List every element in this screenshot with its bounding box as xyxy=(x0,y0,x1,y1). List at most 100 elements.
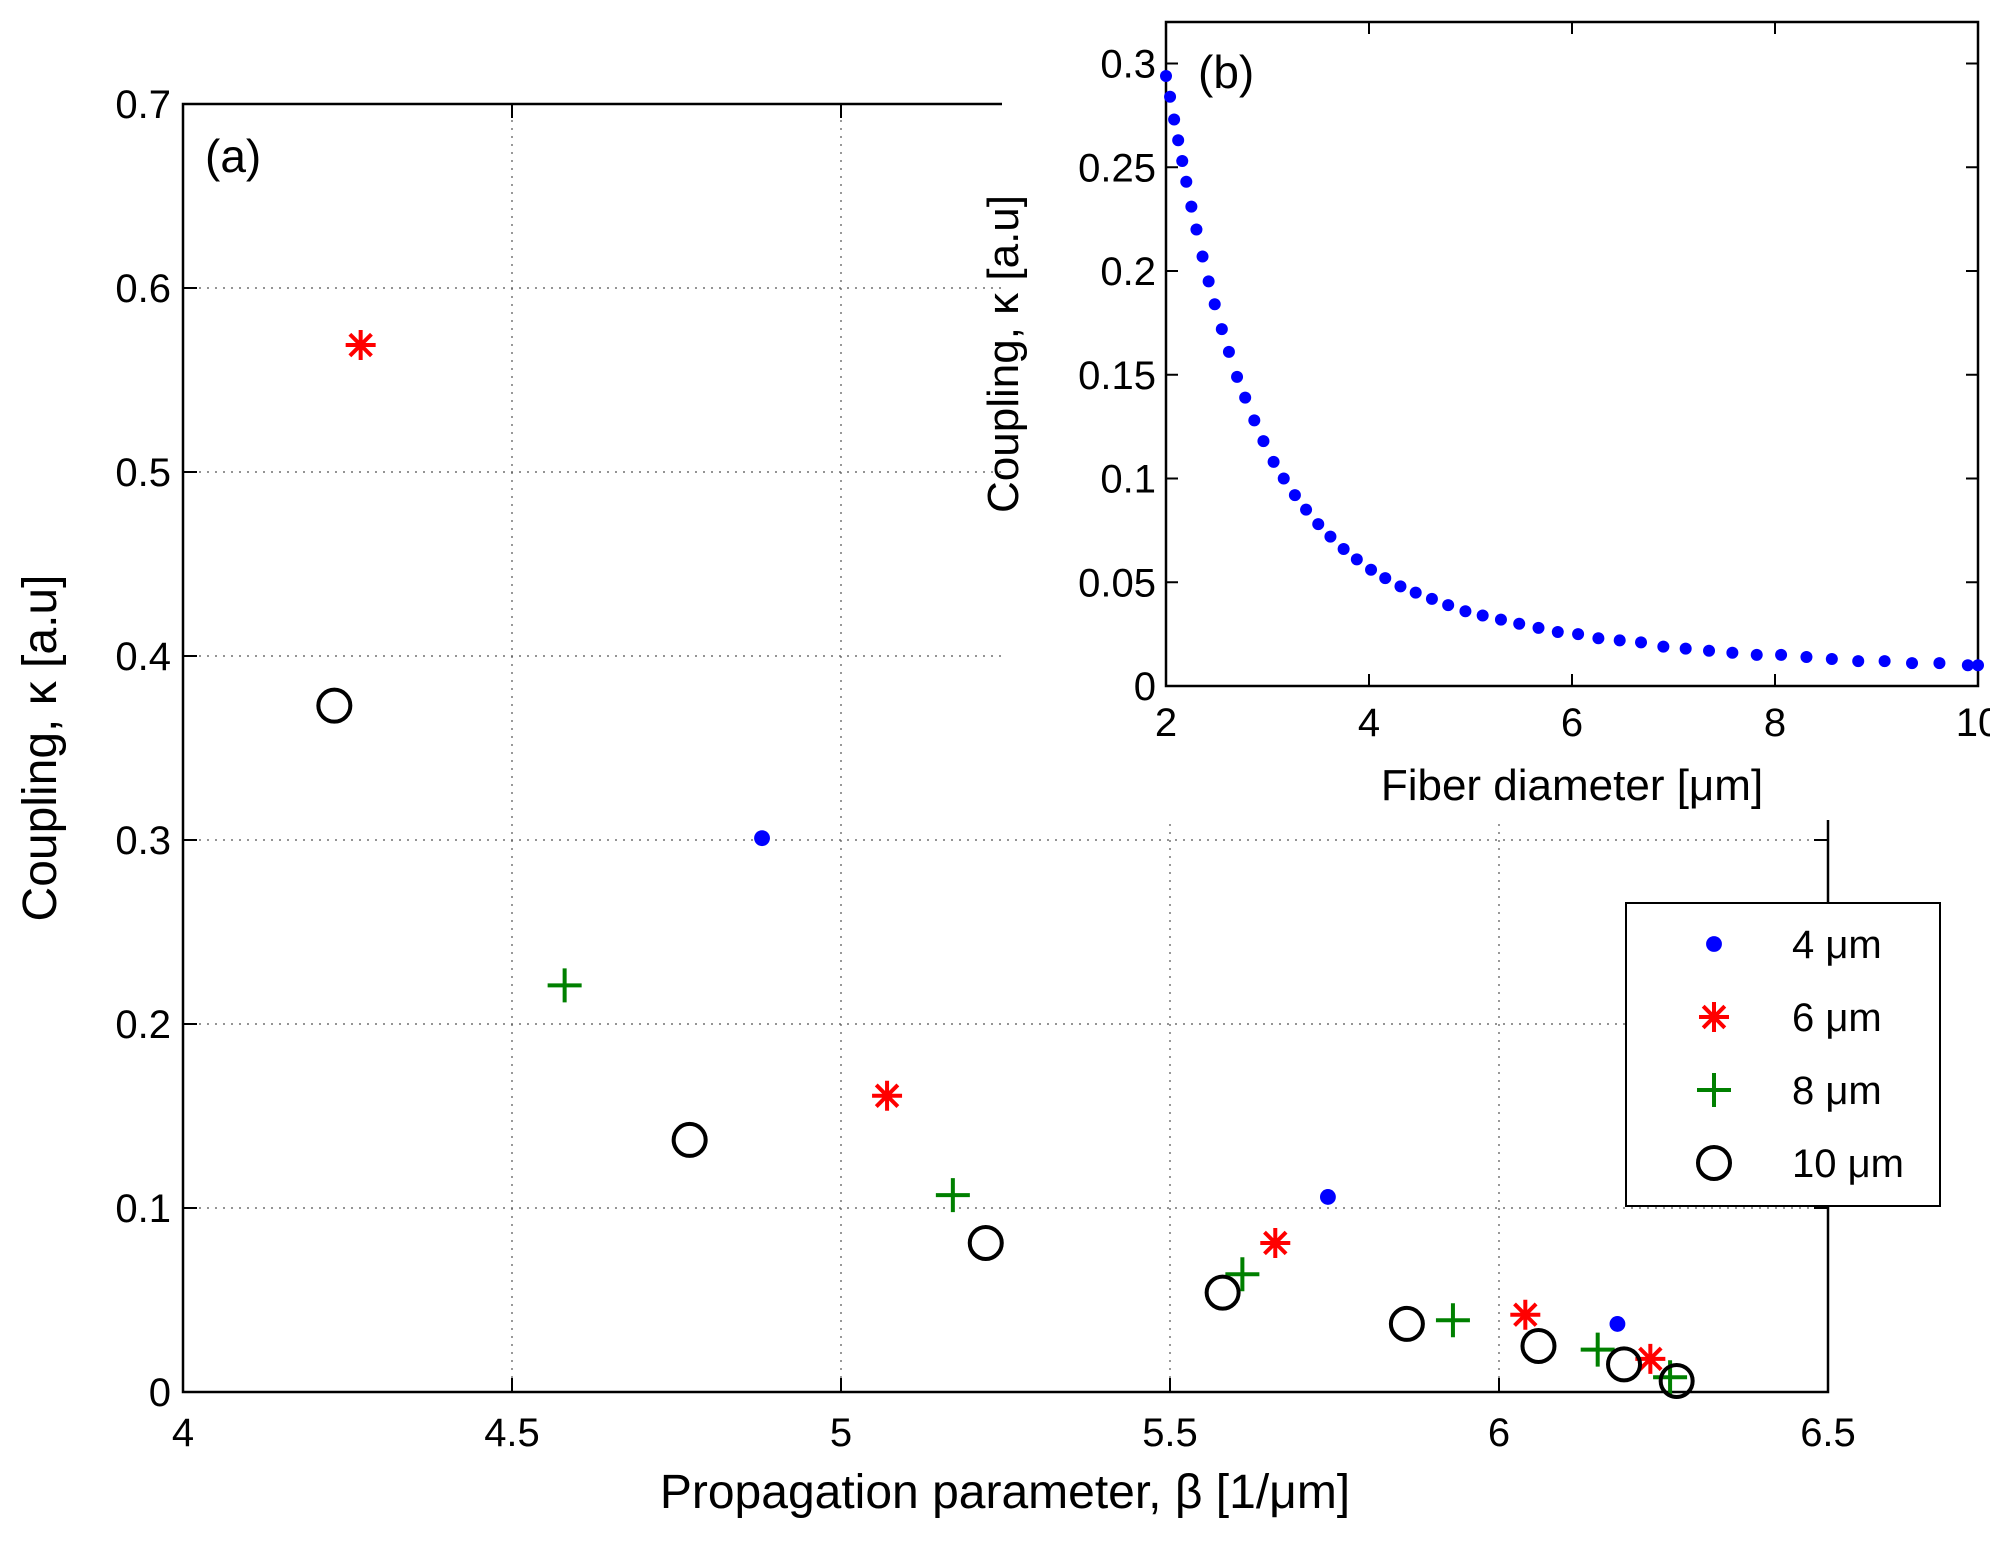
inset-point xyxy=(1476,609,1489,622)
legend-marker-dot xyxy=(1706,936,1722,952)
inset-point xyxy=(1494,613,1507,626)
main-point-circle-shape xyxy=(1606,1346,1643,1383)
legend-marker-plus xyxy=(1697,1073,1731,1107)
main-point-dot-shape xyxy=(1320,1189,1336,1205)
main-xlabel: Propagation parameter, β [1/μm] xyxy=(660,1466,1350,1519)
main-point-circle xyxy=(1520,1328,1557,1364)
main-x-tick-label: 5 xyxy=(830,1411,852,1455)
inset-point xyxy=(1592,632,1605,645)
legend-label: 4 μm xyxy=(1792,923,1882,967)
main-point-asterisk-shape xyxy=(1260,1227,1291,1258)
main-point-asterisk xyxy=(1260,1227,1291,1258)
main-x-tick-label: 4.5 xyxy=(484,1411,540,1455)
inset-ylabel: Coupling, κ [a.u] xyxy=(979,195,1028,513)
panel-a-label: (a) xyxy=(205,130,261,182)
legend: 4 μm 6 μm 8 μm 10 μm xyxy=(1625,902,1941,1207)
inset-point xyxy=(1394,580,1407,593)
main-point-circle xyxy=(1204,1274,1241,1311)
inset-point xyxy=(1168,113,1181,126)
main-point-asterisk-shape xyxy=(1510,1299,1541,1330)
inset-point xyxy=(1365,563,1378,576)
main-point-circle-shape xyxy=(1520,1328,1557,1364)
inset-point xyxy=(1176,155,1189,168)
main-point-asterisk xyxy=(1635,1343,1666,1374)
main-y-tick-label: 0.2 xyxy=(115,1003,171,1047)
main-point-plus xyxy=(935,1178,970,1213)
main-point-plus xyxy=(547,968,582,1003)
inset-point xyxy=(1267,455,1280,468)
inset-y-tick-label: 0.2 xyxy=(1100,250,1156,294)
inset-point xyxy=(1248,414,1261,427)
main-x-tick-label: 6.5 xyxy=(1800,1411,1856,1455)
main-point-circle-shape xyxy=(671,1121,708,1158)
main-point-circle xyxy=(1388,1305,1425,1342)
inset-point xyxy=(1679,642,1692,655)
inset-y-tick-label: 0 xyxy=(1134,665,1156,709)
main-point-circle-shape xyxy=(1204,1274,1241,1311)
panel-b-label: (b) xyxy=(1198,46,1254,98)
main-point-circle xyxy=(1658,1362,1695,1399)
main-point-circle xyxy=(1606,1346,1643,1383)
inset-y-tick-label: 0.3 xyxy=(1100,43,1156,87)
main-x-tick-label: 5.5 xyxy=(1142,1411,1198,1455)
inset-y-tick-label: 0.1 xyxy=(1100,458,1156,502)
main-point-asterisk xyxy=(1510,1299,1541,1330)
main-y-tick-label: 0.5 xyxy=(115,451,171,495)
inset-point xyxy=(1442,599,1455,612)
inset-point xyxy=(1878,655,1891,668)
inset-point xyxy=(1825,653,1838,666)
inset-point xyxy=(1961,659,1974,672)
legend-marker-circle-shape xyxy=(1696,1145,1732,1181)
main-grid xyxy=(183,104,1828,1392)
inset-point xyxy=(1852,655,1865,668)
main-x-tick-label: 6 xyxy=(1488,1411,1510,1455)
legend-label: 10 μm xyxy=(1792,1142,1904,1186)
main-point-dot xyxy=(1320,1189,1336,1205)
legend-label: 8 μm xyxy=(1792,1069,1882,1113)
main-point-plus-shape xyxy=(935,1178,970,1213)
main-y-tick-label: 0.4 xyxy=(115,635,171,679)
inset-point xyxy=(1350,553,1363,566)
inset-point xyxy=(1180,175,1193,188)
inset-ticks: 2 4 6 8 10 0 0.05 0.1 0.15 0.2 0.25 0.3 xyxy=(1078,22,1990,745)
inset-x-tick-label: 8 xyxy=(1764,701,1786,745)
main-y-tick-label: 0.3 xyxy=(115,819,171,863)
main-y-tick-label: 0.6 xyxy=(115,267,171,311)
inset-y-tick-label: 0.25 xyxy=(1078,146,1156,190)
main-point-circle-shape xyxy=(1658,1362,1695,1399)
main-point-dot-shape xyxy=(1609,1316,1626,1332)
main-point-plus-shape xyxy=(1435,1303,1470,1338)
main-point-asterisk-shape xyxy=(872,1080,903,1111)
inset-point xyxy=(1257,435,1270,448)
inset-x-tick-label: 4 xyxy=(1358,701,1380,745)
inset-point xyxy=(1513,617,1526,630)
main-point-plus xyxy=(1225,1257,1260,1292)
inset-point xyxy=(1300,503,1313,516)
main-point-asterisk-shape xyxy=(1635,1343,1666,1374)
inset-point xyxy=(1312,518,1325,531)
legend-marker-dot-shape xyxy=(1706,936,1722,952)
inset-chart: 2 4 6 8 10 0 0.05 0.1 0.15 0.2 0.25 0.3 (b) Fiber d… xyxy=(979,0,1990,820)
inset-point xyxy=(1185,200,1198,213)
inset-xlabel: Fiber diameter [μm] xyxy=(1381,761,1763,810)
inset-point xyxy=(1775,648,1788,661)
main-point-plus xyxy=(1580,1332,1615,1367)
inset-point xyxy=(1324,530,1337,543)
legend-marker-asterisk xyxy=(1699,1002,1729,1032)
inset-point xyxy=(1215,323,1228,336)
main-point-asterisk xyxy=(872,1080,903,1111)
main-point-circle xyxy=(671,1121,708,1158)
main-point-circle xyxy=(967,1224,1004,1261)
inset-point xyxy=(1657,640,1670,653)
main-ylabel: Coupling, κ [a.u] xyxy=(14,575,67,922)
inset-y-tick-label: 0.05 xyxy=(1078,561,1156,605)
main-point-dot xyxy=(1609,1316,1626,1332)
legend-label: 6 μm xyxy=(1792,996,1882,1040)
inset-point xyxy=(1750,648,1763,661)
inset-y-tick-label: 0.15 xyxy=(1078,354,1156,398)
inset-point xyxy=(1933,657,1946,670)
main-x-tick-label: 4 xyxy=(172,1411,194,1455)
inset-point xyxy=(1337,543,1350,556)
inset-point xyxy=(1190,223,1203,236)
legend-marker-circle xyxy=(1696,1145,1732,1181)
